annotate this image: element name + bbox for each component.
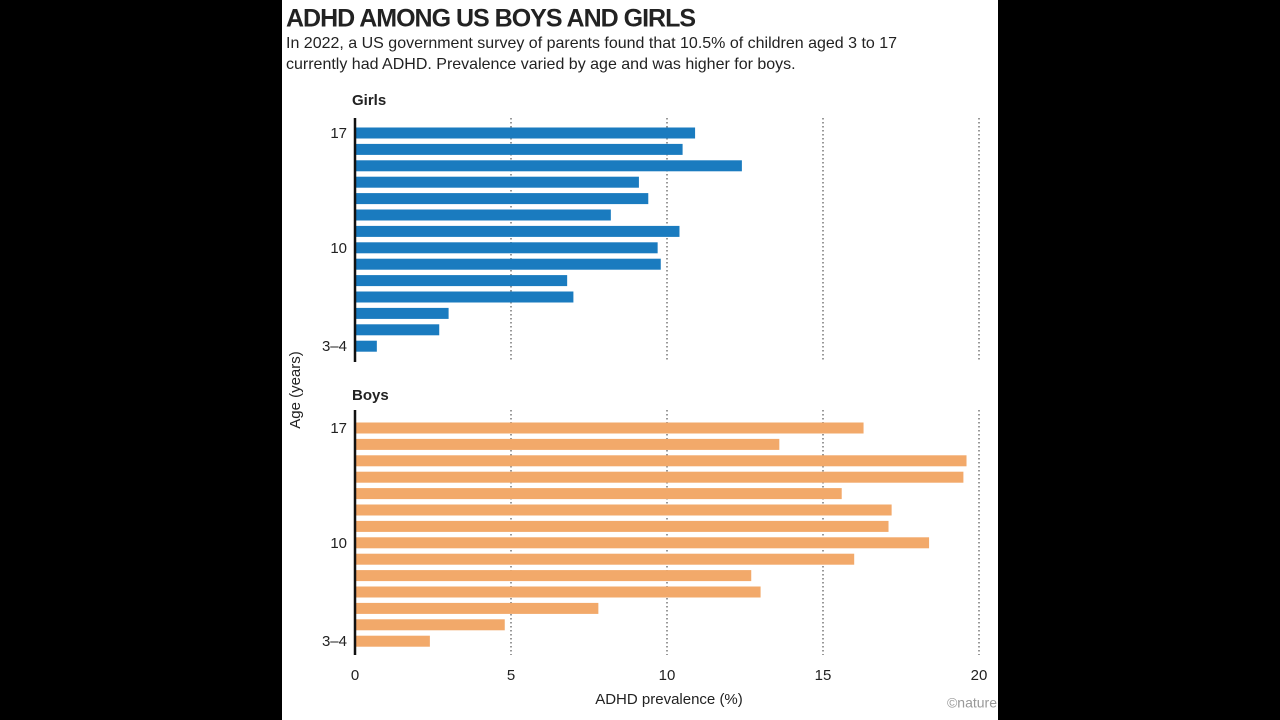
bar [355, 127, 696, 139]
y-tick-label: 17 [330, 420, 347, 437]
x-tick-label: 15 [815, 667, 832, 684]
subtitle: In 2022, a US government survey of paren… [286, 35, 897, 52]
bar [355, 307, 449, 319]
bar [355, 258, 661, 270]
subtitle: currently had ADHD. Prevalence varied by… [286, 56, 796, 73]
bar [355, 340, 377, 352]
credit: ©nature [947, 695, 997, 711]
bar [355, 225, 680, 237]
y-tick-label: 10 [330, 535, 347, 552]
bar [355, 520, 889, 532]
bar [355, 553, 855, 565]
panel-label: Boys [352, 387, 389, 404]
y-axis-label: Age (years) [287, 351, 304, 429]
panel-background [282, 0, 998, 720]
bar [355, 160, 742, 172]
bar [355, 193, 649, 205]
y-tick-label: 3–4 [322, 338, 347, 355]
panel-label: Girls [352, 92, 386, 109]
bar [355, 209, 611, 221]
bar [355, 488, 842, 500]
bar [355, 570, 752, 582]
bar [355, 275, 568, 287]
bar [355, 176, 639, 188]
y-tick-label: 10 [330, 240, 347, 257]
bar [355, 422, 864, 434]
y-tick-label: 3–4 [322, 633, 347, 650]
bar [355, 291, 574, 303]
x-tick-label: 5 [507, 667, 515, 684]
bar [355, 455, 967, 467]
bar [355, 537, 930, 549]
bar [355, 242, 658, 254]
x-tick-label: 20 [971, 667, 988, 684]
y-tick-label: 17 [330, 125, 347, 142]
bar [355, 504, 892, 516]
bar [355, 602, 599, 614]
bar [355, 586, 761, 598]
x-tick-label: 10 [659, 667, 676, 684]
x-tick-label: 0 [351, 667, 359, 684]
bar [355, 438, 780, 450]
bar [355, 143, 683, 155]
x-axis-label: ADHD prevalence (%) [595, 691, 743, 708]
chart-title: ADHD AMONG US BOYS AND GIRLS [286, 5, 695, 33]
bar [355, 635, 430, 647]
bar [355, 324, 440, 336]
bar [355, 619, 505, 631]
bar [355, 471, 964, 483]
